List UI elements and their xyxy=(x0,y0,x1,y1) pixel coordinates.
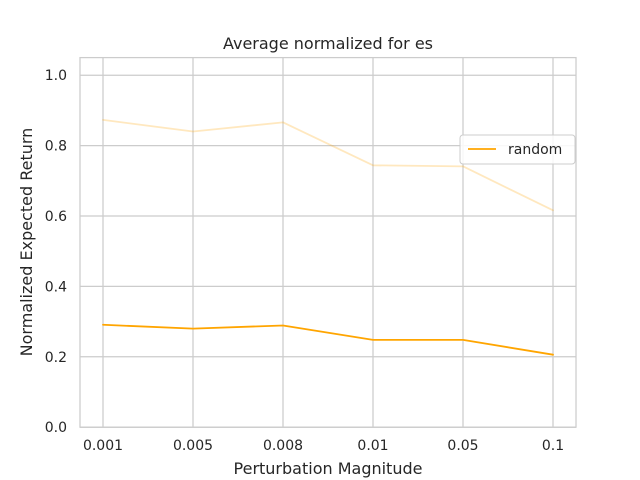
legend-label: random xyxy=(508,142,562,158)
x-tick-labels: 0.001 0.005 0.008 0.01 0.05 0.1 xyxy=(83,438,564,454)
y-tick-label: 0.6 xyxy=(45,209,67,225)
legend: random xyxy=(459,134,576,165)
plot-frame xyxy=(79,56,577,428)
chart-title: Average normalized for es xyxy=(223,34,433,53)
series-line-random xyxy=(102,323,554,356)
y-tick-labels: 0.0 0.2 0.4 0.6 0.8 1.0 xyxy=(45,68,67,436)
x-tick-label: 0.005 xyxy=(173,438,213,454)
y-tick-label: 1.0 xyxy=(45,68,67,84)
x-tick-label: 0.001 xyxy=(83,438,123,454)
y-tick-label: 0.0 xyxy=(45,420,67,436)
grid xyxy=(80,57,576,428)
x-tick-label: 0.1 xyxy=(542,438,564,454)
y-tick-label: 0.2 xyxy=(45,350,67,366)
x-tick-label: 0.008 xyxy=(263,438,303,454)
y-tick-label: 0.8 xyxy=(45,139,67,155)
x-axis-label: Perturbation Magnitude xyxy=(234,459,423,478)
x-tick-label: 0.05 xyxy=(447,438,478,454)
legend-box xyxy=(459,134,576,165)
y-tick-label: 0.4 xyxy=(45,279,67,295)
x-tick-label: 0.01 xyxy=(357,438,388,454)
series-layer xyxy=(102,119,554,356)
y-axis-label: Normalized Expected Return xyxy=(17,128,36,357)
series-line-band xyxy=(102,119,554,212)
